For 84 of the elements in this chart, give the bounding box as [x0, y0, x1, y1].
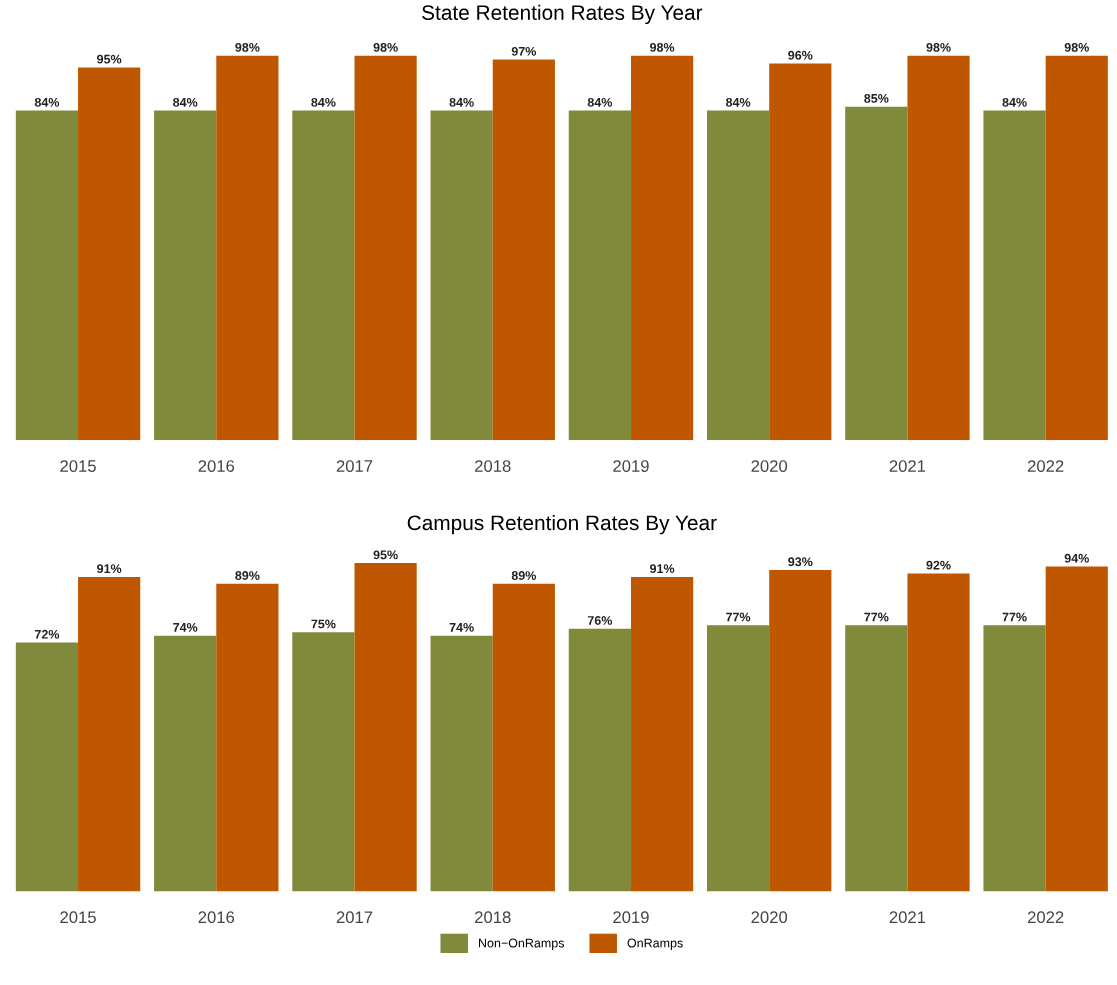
- bar: [1045, 55, 1108, 441]
- data-label: 84%: [1002, 97, 1027, 107]
- x-tick-label: 2022: [1027, 460, 1064, 472]
- bar: [907, 573, 970, 892]
- data-label: 89%: [511, 571, 537, 580]
- x-tick-label: 2015: [60, 460, 96, 472]
- bar: [154, 110, 217, 441]
- data-label: 93%: [788, 557, 813, 567]
- bar: [78, 67, 141, 441]
- data-label: 85%: [864, 93, 889, 103]
- data-label: 98%: [235, 42, 260, 52]
- bar: [78, 576, 141, 892]
- bar: [492, 583, 555, 892]
- data-label: 77%: [864, 612, 889, 622]
- x-tick-label: 2019: [613, 460, 649, 472]
- data-label: 95%: [97, 54, 122, 64]
- x-tick-label: 2021: [889, 460, 926, 472]
- legend-label: Non−OnRamps: [479, 938, 565, 950]
- x-tick-label: 2018: [475, 460, 511, 472]
- data-label: 98%: [926, 42, 951, 52]
- bar: [983, 625, 1046, 892]
- data-label: 74%: [173, 622, 198, 632]
- data-label: 98%: [373, 42, 398, 52]
- bar: [154, 635, 217, 892]
- bar: [769, 63, 832, 441]
- bar: [354, 55, 417, 441]
- x-tick-label: 2015: [60, 911, 96, 924]
- bar: [845, 106, 908, 441]
- bar: [630, 576, 694, 892]
- bar: [568, 110, 631, 441]
- bar: [354, 563, 417, 892]
- bar: [1045, 566, 1108, 892]
- data-label: 84%: [725, 97, 751, 107]
- x-tick-label: 2021: [889, 911, 926, 924]
- data-label: 77%: [726, 612, 751, 622]
- x-tick-label: 2020: [751, 460, 788, 472]
- bar: [15, 110, 79, 441]
- data-label: 92%: [926, 560, 951, 570]
- x-tick-label: 2020: [751, 911, 788, 924]
- data-label: 75%: [311, 619, 336, 629]
- data-label: 89%: [235, 571, 260, 580]
- data-label: 98%: [1064, 42, 1089, 52]
- x-tick-label: 2017: [336, 911, 373, 924]
- x-tick-label: 2022: [1027, 911, 1064, 924]
- bar: [769, 570, 832, 892]
- data-label: 84%: [173, 97, 198, 107]
- bar: [907, 55, 970, 441]
- bar: [15, 642, 79, 892]
- data-label: 74%: [449, 622, 474, 632]
- bar: [430, 110, 493, 441]
- bar: [568, 628, 631, 892]
- data-label: 84%: [449, 97, 474, 107]
- bar: [216, 55, 279, 441]
- x-tick-label: 2016: [198, 460, 235, 472]
- bar: [216, 583, 279, 892]
- x-tick-label: 2019: [613, 911, 649, 924]
- chart-title: Campus Retention Rates By Year: [407, 514, 717, 535]
- data-label: 91%: [97, 564, 122, 574]
- bar: [706, 625, 770, 892]
- bar: [630, 55, 694, 441]
- x-tick-label: 2018: [475, 911, 511, 924]
- bar: [292, 632, 355, 892]
- bar: [983, 110, 1046, 441]
- bar: [292, 110, 355, 441]
- data-label: 84%: [34, 97, 60, 107]
- x-tick-label: 2016: [198, 911, 235, 924]
- data-label: 91%: [649, 564, 675, 574]
- chart-title: State Retention Rates By Year: [422, 4, 703, 25]
- data-label: 84%: [311, 97, 336, 107]
- data-label: 76%: [587, 616, 613, 625]
- bar: [492, 59, 555, 441]
- bar: [845, 625, 908, 892]
- data-label: 84%: [587, 97, 613, 107]
- data-label: 72%: [34, 629, 60, 639]
- data-label: 97%: [511, 46, 537, 56]
- bar: [430, 635, 493, 892]
- legend-label: OnRamps: [627, 938, 683, 950]
- data-label: 77%: [1002, 612, 1027, 622]
- data-label: 98%: [649, 42, 675, 52]
- x-tick-label: 2017: [336, 460, 373, 472]
- data-label: 96%: [788, 50, 813, 60]
- bar: [706, 110, 770, 441]
- data-label: 94%: [1064, 553, 1089, 563]
- data-label: 95%: [373, 550, 398, 560]
